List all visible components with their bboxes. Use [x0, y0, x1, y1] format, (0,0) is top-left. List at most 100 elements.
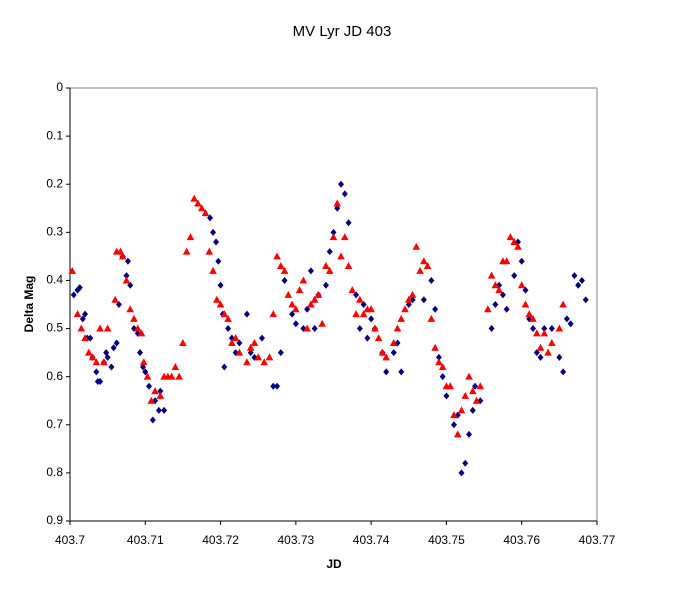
- data-point: [510, 237, 518, 245]
- x-tick-label: 403.74: [353, 533, 390, 547]
- data-point: [171, 363, 180, 371]
- data-point: [341, 190, 348, 198]
- data-point: [151, 387, 159, 395]
- data-point: [142, 368, 149, 376]
- data-point: [567, 320, 574, 328]
- data-point: [250, 338, 259, 346]
- data-point: [210, 228, 217, 236]
- data-point: [157, 387, 164, 395]
- data-point: [217, 281, 224, 289]
- data-point: [476, 382, 485, 390]
- data-point: [514, 242, 522, 250]
- data-point: [563, 315, 570, 323]
- data-point: [225, 325, 232, 333]
- data-point: [273, 252, 281, 260]
- data-point: [231, 334, 240, 342]
- data-point: [571, 272, 578, 280]
- data-point: [468, 387, 477, 395]
- data-point: [137, 349, 144, 357]
- data-point: [322, 281, 329, 289]
- data-point: [207, 214, 214, 222]
- data-point: [348, 286, 357, 294]
- data-point: [525, 310, 534, 318]
- data-point: [265, 353, 274, 361]
- data-point: [299, 276, 308, 284]
- data-point: [334, 204, 341, 212]
- data-point: [333, 199, 342, 207]
- data-point: [511, 272, 518, 280]
- data-point: [364, 334, 371, 342]
- data-point: [87, 334, 94, 342]
- data-point: [368, 315, 375, 323]
- data-point: [537, 353, 544, 361]
- data-point: [104, 353, 111, 361]
- data-point: [307, 267, 314, 275]
- data-point: [213, 295, 221, 303]
- data-point: [258, 334, 265, 342]
- data-point: [427, 314, 436, 322]
- data-point: [405, 301, 412, 308]
- data-point: [461, 391, 470, 399]
- data-point: [103, 324, 112, 332]
- data-point: [194, 199, 202, 207]
- data-point: [344, 262, 353, 270]
- data-point: [522, 286, 529, 294]
- data-point: [330, 228, 337, 236]
- data-point: [390, 349, 397, 357]
- data-point: [85, 348, 93, 356]
- data-point: [277, 349, 284, 357]
- data-point: [383, 368, 390, 376]
- data-point: [220, 310, 229, 318]
- data-point: [356, 295, 364, 303]
- data-point: [518, 257, 525, 265]
- data-point: [353, 291, 360, 299]
- data-point: [175, 372, 183, 380]
- data-point: [201, 209, 210, 217]
- data-point: [70, 291, 77, 299]
- data-point: [277, 262, 285, 270]
- data-point: [536, 343, 545, 351]
- data-point: [541, 325, 548, 333]
- data-point: [307, 300, 315, 308]
- data-point: [502, 257, 511, 265]
- data-point: [243, 310, 250, 318]
- data-point: [310, 295, 319, 303]
- data-point: [423, 262, 432, 270]
- data-point: [432, 305, 439, 313]
- data-point: [269, 310, 278, 318]
- data-point: [292, 320, 299, 328]
- data-point: [322, 262, 330, 270]
- data-point: [143, 372, 152, 380]
- data-point: [578, 276, 585, 284]
- data-point: [68, 266, 77, 274]
- data-point: [325, 266, 334, 274]
- data-point: [401, 305, 409, 313]
- data-point: [82, 310, 89, 318]
- data-point: [113, 339, 120, 347]
- data-point: [371, 324, 379, 332]
- data-point: [472, 396, 481, 404]
- y-tick-label: 0: [56, 80, 63, 94]
- data-point: [556, 353, 563, 361]
- y-axis-label: Delta Mag: [22, 276, 36, 333]
- data-point: [281, 276, 288, 284]
- x-tick-label: 403.71: [127, 533, 164, 547]
- data-point: [76, 284, 83, 292]
- data-point: [548, 338, 556, 346]
- data-point: [492, 301, 499, 308]
- data-point: [544, 348, 552, 356]
- data-point: [326, 248, 333, 256]
- data-point: [228, 338, 236, 346]
- data-point: [420, 296, 427, 304]
- data-point: [329, 233, 338, 241]
- y-tick-label: 0.1: [46, 128, 63, 142]
- x-tick-label: 403.7: [55, 533, 85, 547]
- data-point: [254, 353, 263, 361]
- data-point: [495, 286, 503, 294]
- data-point: [182, 247, 191, 255]
- data-point: [408, 290, 417, 298]
- data-point: [450, 421, 457, 429]
- data-point: [311, 325, 318, 333]
- data-point: [246, 343, 255, 351]
- data-point: [559, 300, 567, 308]
